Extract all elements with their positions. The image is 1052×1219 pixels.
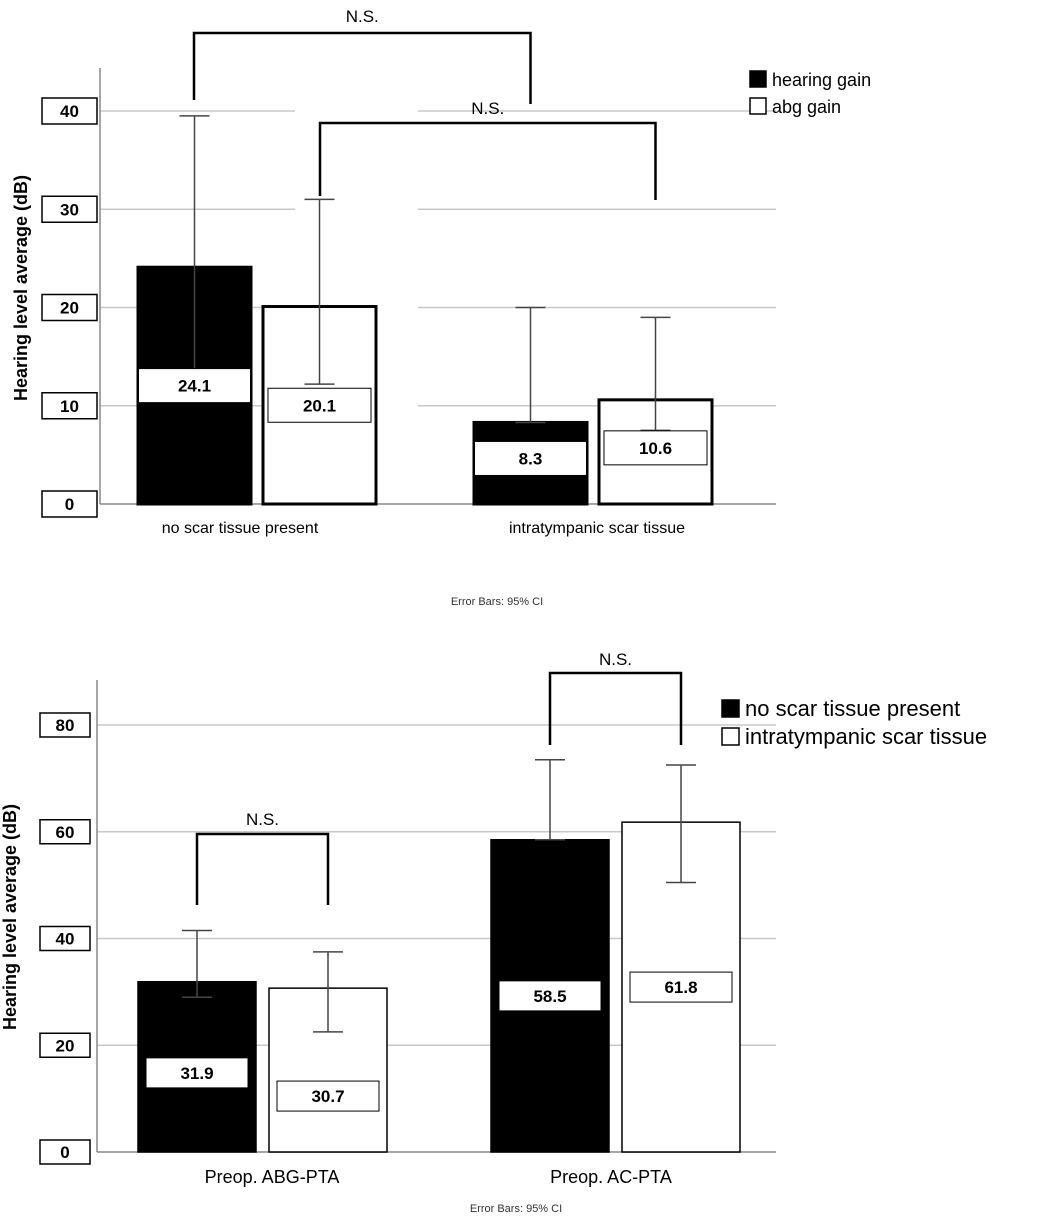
y-axis-label: Hearing level average (dB) [0, 804, 20, 1030]
x-category-label: intratympanic scar tissue [509, 520, 685, 537]
legend-label: abg gain [772, 97, 841, 117]
y-tick-box [41, 392, 98, 420]
significance-label: N.S. [346, 7, 379, 26]
data-label: 10.6 [639, 439, 672, 458]
legend-swatch [749, 97, 767, 115]
y-tick-box [41, 195, 98, 223]
data-label: 8.3 [519, 449, 543, 468]
data-label: 61.8 [664, 978, 697, 997]
y-tick-label: 20 [60, 299, 79, 318]
significance-label: N.S. [599, 650, 632, 669]
y-tick-label: 40 [56, 930, 75, 949]
significance-bracket [192, 31, 532, 104]
data-label: 30.7 [311, 1087, 344, 1106]
legend-label: intratympanic scar tissue [745, 724, 987, 749]
data-label: 24.1 [178, 377, 211, 396]
y-tick-box [41, 97, 98, 125]
y-tick-label: 60 [56, 823, 75, 842]
y-tick-label: 20 [56, 1036, 75, 1055]
y-tick-label: 10 [60, 397, 79, 416]
x-category-label: no scar tissue present [162, 520, 319, 537]
footnote: Error Bars: 95% CI [470, 1203, 562, 1215]
data-label-box [498, 980, 602, 1012]
data-label-box [267, 387, 372, 423]
legend-label: no scar tissue present [745, 696, 960, 721]
data-label: 31.9 [180, 1064, 213, 1083]
y-tick-box [39, 819, 91, 845]
data-label-box [145, 1057, 249, 1089]
y-axis-label: Hearing level average (dB) [11, 175, 31, 401]
y-tick-box [39, 1139, 91, 1165]
data-label-box [629, 971, 733, 1003]
significance-bracket [195, 832, 330, 905]
significance-bracket [318, 121, 657, 200]
x-category-label: Preop. AC-PTA [550, 1167, 672, 1187]
data-label: 58.5 [533, 987, 566, 1006]
chart-hearing-gain: 0 10 20 30 40 Hearing level average (dB) no sc… [11, 7, 871, 608]
chart-preop-levels: 0 20 40 60 80 Hearing level average (dB) Preop… [0, 650, 987, 1215]
legend-swatch [721, 699, 740, 718]
y-tick-box [39, 1032, 91, 1058]
footnote: Error Bars: 95% CI [451, 596, 543, 608]
data-label-box [474, 440, 587, 476]
data-label-box [138, 368, 251, 404]
legend-swatch [749, 70, 767, 88]
significance-label: N.S. [471, 99, 504, 118]
data-label-box [603, 430, 708, 466]
y-tick-box [41, 490, 98, 518]
y-tick-label: 80 [56, 716, 75, 735]
y-tick-box [39, 712, 91, 738]
y-tick-label: 40 [60, 102, 79, 121]
y-tick-box [41, 293, 98, 322]
data-label: 20.1 [303, 396, 336, 415]
data-label-box [276, 1080, 380, 1112]
y-tick-label: 0 [60, 1143, 69, 1162]
x-category-label: Preop. ABG-PTA [205, 1167, 340, 1187]
y-tick-box [39, 925, 91, 952]
legend-label: hearing gain [772, 70, 871, 90]
significance-label: N.S. [246, 810, 279, 829]
y-tick-label: 0 [65, 495, 74, 514]
y-tick-label: 30 [60, 200, 79, 219]
significance-bracket [548, 671, 683, 745]
legend-swatch [721, 727, 740, 746]
